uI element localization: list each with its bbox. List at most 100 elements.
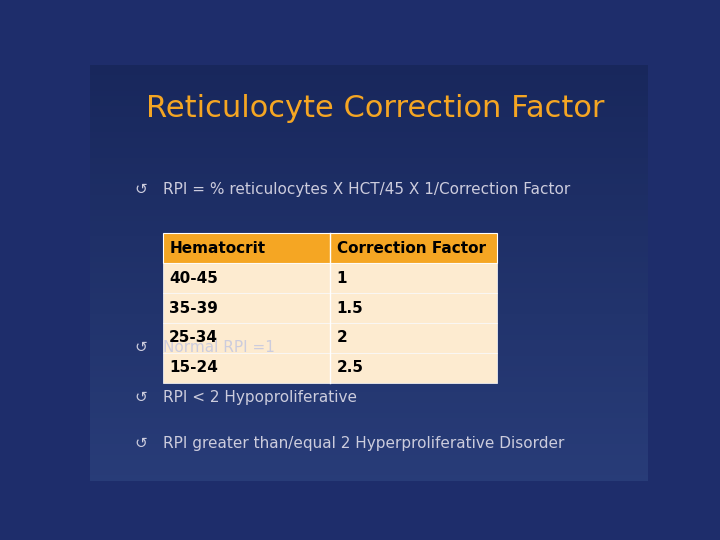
Bar bbox=[90, 153, 648, 158]
Bar bbox=[90, 132, 648, 138]
Bar bbox=[90, 475, 648, 481]
Bar bbox=[90, 226, 648, 231]
Bar bbox=[90, 262, 648, 267]
Bar bbox=[90, 408, 648, 413]
Bar bbox=[90, 397, 648, 403]
Bar bbox=[163, 353, 498, 383]
Bar bbox=[90, 195, 648, 200]
Bar bbox=[90, 356, 648, 361]
Text: RPI greater than/equal 2 Hyperproliferative Disorder: RPI greater than/equal 2 Hyperproliferat… bbox=[163, 436, 564, 451]
Bar bbox=[90, 200, 648, 205]
Bar bbox=[90, 85, 648, 91]
Bar bbox=[90, 314, 648, 320]
Text: ↺: ↺ bbox=[135, 182, 148, 197]
Bar bbox=[90, 143, 648, 148]
Text: Reticulocyte Correction Factor: Reticulocyte Correction Factor bbox=[145, 94, 604, 123]
Bar bbox=[90, 350, 648, 356]
Bar bbox=[90, 460, 648, 465]
Bar bbox=[90, 106, 648, 112]
Bar bbox=[90, 231, 648, 237]
Text: 35-39: 35-39 bbox=[169, 301, 218, 315]
Bar bbox=[90, 65, 648, 70]
Bar bbox=[90, 158, 648, 164]
Bar bbox=[90, 392, 648, 397]
Bar bbox=[90, 372, 648, 377]
Text: ↺: ↺ bbox=[135, 390, 148, 405]
Bar bbox=[90, 325, 648, 330]
Text: ↺: ↺ bbox=[135, 436, 148, 451]
Bar bbox=[90, 449, 648, 455]
Bar bbox=[90, 75, 648, 80]
Bar bbox=[90, 361, 648, 366]
Bar bbox=[90, 444, 648, 449]
Bar bbox=[90, 179, 648, 184]
Text: Correction Factor: Correction Factor bbox=[337, 241, 485, 255]
Bar bbox=[90, 122, 648, 127]
Bar bbox=[90, 247, 648, 252]
Bar bbox=[90, 465, 648, 470]
Bar bbox=[90, 117, 648, 122]
Bar bbox=[163, 233, 498, 263]
Text: RPI < 2 Hypoproliferative: RPI < 2 Hypoproliferative bbox=[163, 390, 356, 405]
Bar bbox=[163, 323, 498, 353]
Bar bbox=[163, 293, 498, 323]
Bar bbox=[90, 330, 648, 335]
Bar bbox=[90, 382, 648, 387]
Bar bbox=[90, 241, 648, 247]
Bar bbox=[90, 403, 648, 408]
Text: 15-24: 15-24 bbox=[169, 360, 218, 375]
Text: 2: 2 bbox=[337, 330, 347, 346]
Bar bbox=[90, 377, 648, 382]
Text: RPI = % reticulocytes X HCT/45 X 1/Correction Factor: RPI = % reticulocytes X HCT/45 X 1/Corre… bbox=[163, 182, 570, 197]
Bar bbox=[90, 205, 648, 210]
Text: 2.5: 2.5 bbox=[337, 360, 364, 375]
Text: ↺: ↺ bbox=[135, 340, 148, 355]
Bar bbox=[90, 418, 648, 423]
Bar bbox=[90, 80, 648, 85]
Bar bbox=[90, 237, 648, 241]
Text: Hematocrit: Hematocrit bbox=[169, 241, 266, 255]
Bar bbox=[90, 112, 648, 117]
Text: 1: 1 bbox=[337, 271, 347, 286]
Text: Normal RPI =1: Normal RPI =1 bbox=[163, 340, 274, 355]
Text: 40-45: 40-45 bbox=[169, 271, 218, 286]
Bar bbox=[90, 320, 648, 325]
Bar bbox=[90, 304, 648, 309]
Bar bbox=[90, 267, 648, 273]
Bar bbox=[90, 387, 648, 392]
Bar bbox=[90, 273, 648, 278]
Text: 1.5: 1.5 bbox=[337, 301, 364, 315]
Bar bbox=[90, 309, 648, 314]
Bar bbox=[90, 335, 648, 340]
Bar bbox=[90, 215, 648, 221]
Bar bbox=[90, 413, 648, 418]
Bar bbox=[90, 294, 648, 299]
Text: 25-34: 25-34 bbox=[169, 330, 218, 346]
Bar bbox=[90, 210, 648, 215]
Bar bbox=[90, 346, 648, 350]
Bar bbox=[163, 263, 498, 293]
Bar bbox=[90, 221, 648, 226]
Bar bbox=[90, 429, 648, 434]
Bar bbox=[90, 70, 648, 75]
Bar bbox=[90, 252, 648, 257]
Bar bbox=[90, 299, 648, 304]
Bar bbox=[90, 138, 648, 143]
Bar bbox=[90, 470, 648, 475]
Bar bbox=[90, 283, 648, 288]
Bar bbox=[90, 174, 648, 179]
Bar bbox=[90, 184, 648, 190]
Bar bbox=[90, 439, 648, 444]
Bar bbox=[90, 96, 648, 101]
Bar bbox=[90, 434, 648, 439]
Bar bbox=[90, 91, 648, 96]
Bar bbox=[90, 101, 648, 106]
Bar bbox=[90, 278, 648, 283]
Bar bbox=[90, 148, 648, 153]
Bar bbox=[90, 423, 648, 429]
Bar bbox=[90, 455, 648, 460]
Bar bbox=[90, 164, 648, 168]
Bar bbox=[90, 340, 648, 346]
Bar bbox=[90, 288, 648, 294]
Bar bbox=[90, 257, 648, 262]
